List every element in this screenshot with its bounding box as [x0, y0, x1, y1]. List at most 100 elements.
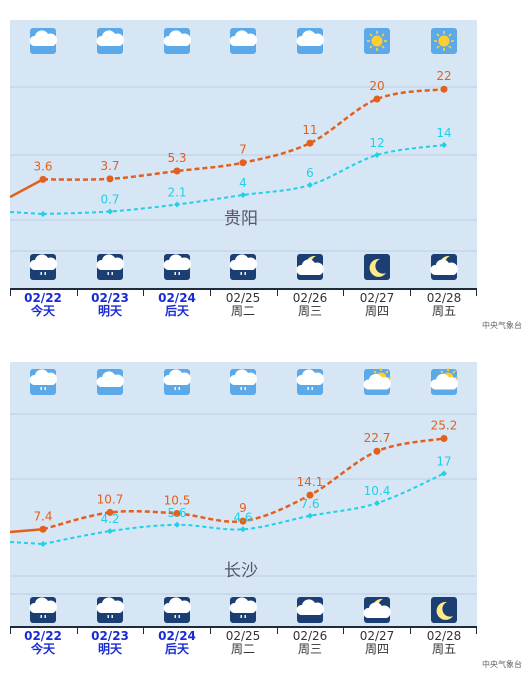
- high-temp-lead-line: [10, 178, 44, 199]
- low-temp-label: 5.6: [167, 506, 186, 520]
- low-temp-point: [174, 201, 180, 208]
- low-temp-point: [441, 470, 447, 477]
- cloudy-icon: [296, 28, 324, 54]
- date-bar-guiyang: 02/22 今天 02/23 明天 02/24 后天 02/25 周二 02/26 周三 02/27…: [10, 288, 477, 322]
- day-column-02-26: 02/26 周三: [277, 630, 343, 656]
- date-label: 02/28: [426, 291, 462, 305]
- low-temp-label: 4: [239, 176, 247, 190]
- low-temp-label: 6: [306, 166, 314, 180]
- date-tick: [343, 628, 344, 634]
- date-label: 02/22: [24, 629, 62, 643]
- forecast-chart-changsha: 长沙 7.4 10.7 10.5 9 14.1 22.7 25.2 4.2 5.6 4.6 7.6 10…: [10, 368, 477, 623]
- date-bar-changsha: 02/22 今天 02/23 明天 02/24 后天 02/25 周二 02/26 周三 02/27…: [10, 626, 477, 660]
- low-temp-point: [374, 500, 380, 507]
- light-rain-icon: [96, 254, 124, 280]
- date-tick: [143, 290, 144, 296]
- high-temp-label: 3.7: [100, 159, 119, 173]
- cloudy-icon: [96, 28, 124, 54]
- light-rain-icon: [163, 254, 191, 280]
- date-tick: [277, 628, 278, 634]
- weekday-label: 周五: [431, 304, 456, 318]
- low-temp-point: [240, 526, 246, 533]
- low-temp-point: [40, 541, 46, 547]
- cloudy-icon: [296, 597, 324, 623]
- weekday-label: 周三: [297, 304, 322, 318]
- light-rain-icon: [163, 597, 191, 623]
- weekday-label: 周五: [431, 642, 456, 656]
- date-label: 02/27: [359, 629, 395, 643]
- weekday-label: 周二: [230, 304, 255, 318]
- date-tick: [476, 628, 477, 634]
- day-column-02-22: 02/22 今天: [10, 630, 76, 656]
- low-temp-point: [307, 512, 313, 519]
- date-label: 02/24: [158, 291, 196, 305]
- low-temp-label: 0.7: [100, 193, 119, 207]
- light-rain-icon: [296, 369, 324, 395]
- low-temp-point: [374, 152, 380, 158]
- partly-cloudy-night-icon: [363, 597, 391, 623]
- partly-cloudy-icon: [430, 368, 458, 395]
- date-label: 02/25: [225, 629, 261, 643]
- date-tick: [343, 290, 344, 296]
- date-label: 02/27: [359, 291, 395, 305]
- day-column-02-23: 02/23 明天: [77, 630, 143, 656]
- high-temp-label: 7: [239, 143, 247, 157]
- low-temp-label: 14: [436, 126, 451, 140]
- low-temp-label: 4.2: [100, 512, 119, 526]
- high-temp-point: [440, 434, 448, 442]
- low-temp-point: [240, 192, 246, 198]
- weekday-label: 今天: [30, 642, 55, 656]
- low-temp-label: 17: [436, 455, 451, 469]
- day-column-02-24: 02/24 后天: [144, 630, 210, 656]
- high-temp-point: [373, 95, 381, 103]
- high-temp-label: 9: [239, 501, 247, 515]
- weekday-label: 后天: [164, 642, 189, 656]
- source-label: 中央气象台: [482, 321, 522, 330]
- weekday-label: 周三: [297, 642, 322, 656]
- day-column-02-27: 02/27 周四: [344, 630, 410, 656]
- high-temp-label: 14.1: [297, 475, 324, 489]
- date-label: 02/24: [158, 629, 196, 643]
- low-temp-point: [307, 182, 313, 188]
- weekday-label: 后天: [164, 304, 189, 318]
- date-label: 02/28: [426, 629, 462, 643]
- high-temp-label: 10.7: [97, 492, 124, 506]
- date-tick: [277, 290, 278, 296]
- date-label: 02/26: [292, 629, 328, 643]
- forecast-chart-guiyang: 贵阳 3.6 3.7 5.3 7 11 20 22 0.7 2.1 4 6 12 14: [10, 28, 477, 280]
- weekday-label: 明天: [97, 642, 122, 656]
- sunny-icon: [364, 28, 390, 54]
- day-column-02-28: 02/28 周五: [411, 292, 477, 318]
- day-column-02-24: 02/24 后天: [144, 292, 210, 318]
- date-label: 02/25: [225, 291, 261, 305]
- low-temp-point: [107, 208, 113, 215]
- high-temp-label: 3.6: [33, 159, 52, 173]
- light-rain-icon: [163, 369, 191, 395]
- high-temp-label: 7.4: [33, 509, 52, 523]
- high-temp-point: [106, 508, 114, 516]
- cloudy-icon: [229, 28, 257, 54]
- light-rain-icon: [29, 254, 57, 280]
- weekday-label: 周四: [364, 304, 389, 318]
- city-name: 长沙: [224, 561, 258, 581]
- day-column-02-25: 02/25 周二: [210, 630, 276, 656]
- date-tick: [77, 628, 78, 634]
- cloudy-icon: [163, 28, 191, 54]
- low-temp-label: 7.6: [300, 497, 319, 511]
- date-tick: [410, 290, 411, 296]
- high-temp-point: [239, 159, 247, 167]
- light-rain-icon: [229, 254, 257, 280]
- high-temp-point: [173, 509, 181, 517]
- day-column-02-27: 02/27 周四: [344, 292, 410, 318]
- weekday-label: 周四: [364, 642, 389, 656]
- low-temp-point: [441, 142, 447, 148]
- date-tick: [210, 628, 211, 634]
- high-temp-label: 25.2: [431, 418, 458, 432]
- weekday-label: 周二: [230, 642, 255, 656]
- weekday-label: 今天: [30, 304, 55, 318]
- date-label: 02/23: [91, 291, 129, 305]
- date-tick: [10, 290, 11, 296]
- date-label: 02/26: [292, 291, 328, 305]
- high-temp-label: 22: [436, 69, 451, 83]
- high-temp-label: 20: [369, 79, 384, 93]
